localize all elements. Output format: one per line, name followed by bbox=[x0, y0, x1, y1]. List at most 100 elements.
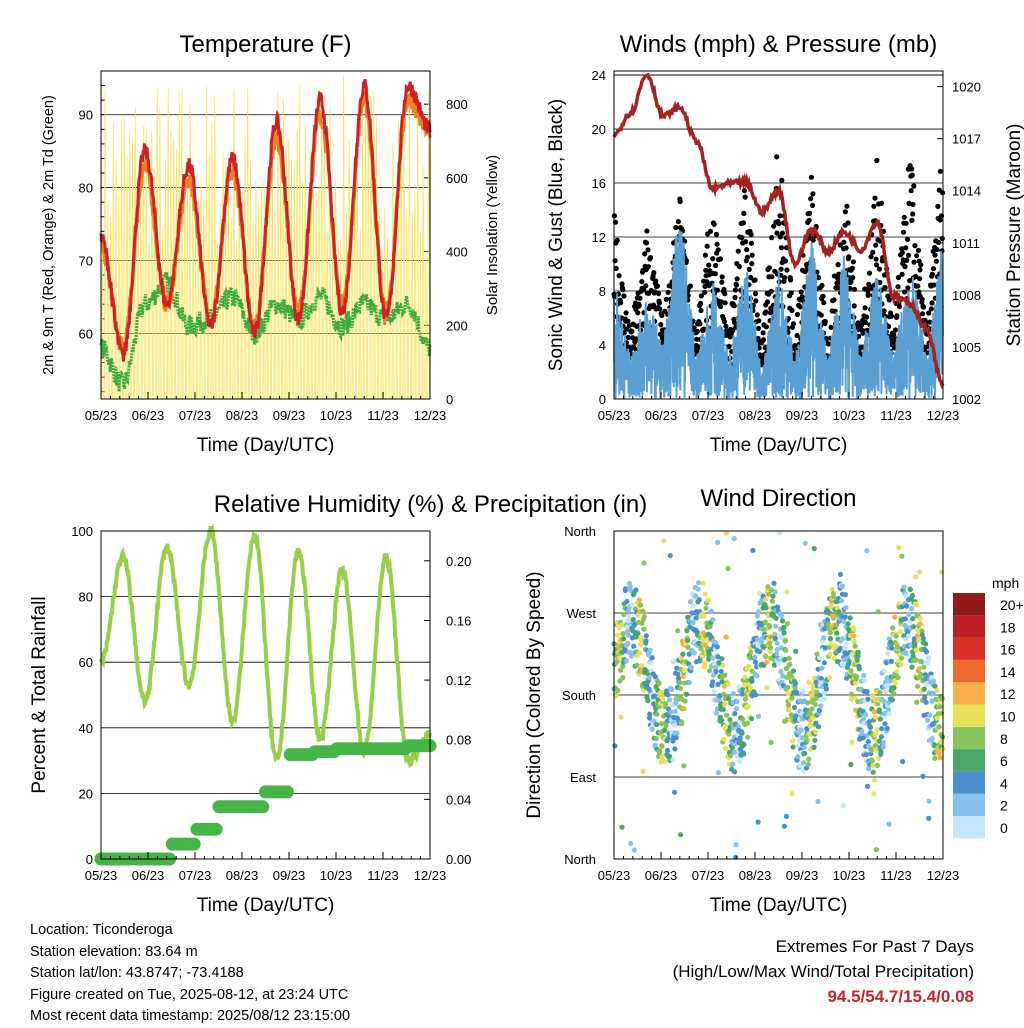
direction-point bbox=[700, 580, 706, 586]
gust-point bbox=[937, 168, 944, 174]
wind-xtick-label: 08/23 bbox=[739, 408, 772, 423]
direction-point bbox=[622, 586, 629, 592]
direction-point bbox=[837, 571, 844, 578]
direction-point bbox=[666, 697, 673, 703]
wind-y2tick-label: 1008 bbox=[952, 288, 981, 303]
direction-point bbox=[790, 668, 797, 674]
direction-point bbox=[855, 649, 862, 655]
direction-point bbox=[760, 644, 767, 651]
gust-point bbox=[915, 283, 921, 289]
direction-point bbox=[672, 746, 678, 752]
direction-point bbox=[939, 695, 945, 701]
direction-point bbox=[809, 715, 815, 721]
direction-point bbox=[873, 732, 879, 738]
direction-point bbox=[903, 636, 909, 642]
direction-point bbox=[630, 616, 636, 623]
gust-point bbox=[865, 291, 872, 298]
direction-point bbox=[806, 679, 812, 685]
gust-point bbox=[896, 304, 903, 310]
gust-point bbox=[713, 231, 720, 237]
direction-point bbox=[888, 658, 895, 665]
gust-point bbox=[776, 221, 782, 227]
dir-xtick-label: 11/23 bbox=[880, 868, 912, 883]
temp-ytick-label: 90 bbox=[79, 108, 93, 123]
direction-point bbox=[702, 664, 708, 670]
gust-point bbox=[877, 279, 883, 286]
direction-point bbox=[645, 698, 651, 704]
direction-point bbox=[624, 598, 630, 604]
direction-point bbox=[872, 714, 878, 720]
direction-point bbox=[845, 626, 852, 633]
direction-point bbox=[782, 638, 789, 644]
direction-point bbox=[926, 815, 932, 822]
gust-point bbox=[707, 228, 714, 234]
gust-point bbox=[752, 277, 758, 283]
direction-point bbox=[718, 668, 724, 674]
direction-point bbox=[673, 700, 679, 706]
gust-point bbox=[756, 318, 762, 324]
gust-point bbox=[748, 240, 755, 246]
direction-point bbox=[907, 586, 913, 593]
direction-point bbox=[889, 697, 896, 703]
gust-point bbox=[902, 289, 908, 295]
direction-point bbox=[681, 706, 687, 712]
direction-point bbox=[695, 586, 701, 592]
direction-point bbox=[638, 602, 644, 608]
direction-point bbox=[880, 740, 887, 746]
direction-point bbox=[675, 671, 681, 677]
direction-point bbox=[671, 722, 678, 728]
gust-point bbox=[723, 323, 729, 329]
direction-point bbox=[853, 673, 860, 679]
temp-ytick-label: 70 bbox=[79, 254, 93, 269]
direction-point bbox=[848, 691, 855, 697]
direction-point bbox=[693, 593, 699, 599]
gust-point bbox=[704, 243, 710, 249]
direction-point bbox=[793, 648, 799, 654]
gust-point bbox=[635, 310, 641, 316]
temp-xtick-label: 11/23 bbox=[367, 408, 399, 423]
direction-point bbox=[815, 798, 821, 805]
gust-point bbox=[777, 213, 783, 219]
wind-yaxis-title: Sonic Wind & Gust (Blue, Black) bbox=[546, 99, 567, 371]
direction-point bbox=[665, 692, 671, 698]
direction-point bbox=[779, 618, 786, 624]
gust-point bbox=[663, 296, 669, 302]
direction-point bbox=[790, 744, 796, 750]
rh-xtick-label: 10/23 bbox=[320, 868, 353, 883]
gust-point bbox=[653, 278, 659, 284]
direction-point bbox=[802, 750, 808, 757]
gust-point bbox=[677, 198, 683, 205]
direction-point bbox=[876, 738, 883, 744]
direction-point bbox=[932, 683, 938, 689]
direction-point bbox=[786, 655, 792, 662]
gust-point bbox=[741, 188, 748, 194]
direction-point bbox=[643, 638, 649, 644]
direction-point bbox=[737, 758, 743, 765]
gust-point bbox=[656, 300, 662, 306]
direction-point bbox=[913, 647, 919, 653]
temp-xtick-label: 06/23 bbox=[132, 408, 165, 423]
direction-point bbox=[813, 695, 819, 702]
direction-point bbox=[754, 673, 760, 679]
extremes-subtitle: (High/Low/Max Wind/Total Precipitation) bbox=[672, 962, 974, 981]
direction-point bbox=[866, 719, 873, 725]
direction-point bbox=[791, 704, 798, 711]
gust-point bbox=[612, 294, 618, 300]
direction-point bbox=[625, 628, 631, 634]
direction-point bbox=[636, 597, 643, 603]
direction-point bbox=[629, 602, 635, 608]
legend-swatch bbox=[953, 593, 985, 616]
direction-point bbox=[929, 736, 935, 742]
direction-point bbox=[842, 645, 848, 651]
direction-point bbox=[801, 744, 807, 751]
direction-point bbox=[721, 691, 727, 697]
direction-point bbox=[884, 675, 890, 681]
gust-point bbox=[618, 300, 624, 306]
gust-point bbox=[849, 265, 855, 271]
gust-point bbox=[913, 273, 919, 280]
direction-point bbox=[761, 662, 767, 668]
gust-point bbox=[701, 326, 707, 332]
gust-point bbox=[748, 231, 754, 238]
direction-point bbox=[827, 651, 833, 657]
gust-point bbox=[907, 278, 913, 284]
